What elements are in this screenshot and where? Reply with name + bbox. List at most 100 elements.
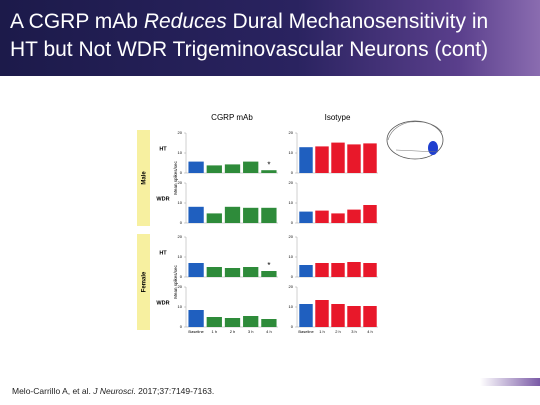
bar xyxy=(224,318,241,327)
bar xyxy=(299,211,313,223)
citation-text: Melo-Carrillo A, et al. xyxy=(12,386,94,396)
bar xyxy=(188,310,204,327)
bar xyxy=(331,142,345,173)
bar xyxy=(224,268,241,277)
y-tick-label: 0 xyxy=(291,170,294,175)
bar xyxy=(243,316,259,327)
bar xyxy=(315,300,329,327)
x-tick-label: Baseline xyxy=(298,329,314,334)
y-tick-label: 0 xyxy=(180,220,183,225)
annotation: * xyxy=(267,160,270,169)
bar xyxy=(363,263,377,277)
x-tick-label: 4 h xyxy=(266,329,272,334)
y-tick-label: 10 xyxy=(178,200,183,205)
bar xyxy=(206,267,222,277)
row-label: WDR xyxy=(156,196,169,202)
bar xyxy=(261,170,277,173)
group-band xyxy=(137,130,150,226)
bar xyxy=(261,207,277,223)
bar xyxy=(261,319,277,327)
y-tick-label: 10 xyxy=(178,254,183,259)
bar xyxy=(315,146,329,173)
y-tick-label: 20 xyxy=(178,130,183,135)
y-tick-label: 10 xyxy=(289,200,294,205)
bar xyxy=(243,267,259,277)
bar xyxy=(243,207,259,223)
bar xyxy=(188,206,204,223)
group-label: Female xyxy=(142,271,148,292)
bar xyxy=(347,306,361,327)
bar xyxy=(188,263,204,277)
annotation: * xyxy=(267,261,270,270)
x-tick-label: Baseline xyxy=(188,329,204,334)
x-tick-label: 4 h xyxy=(367,329,373,334)
x-tick-label: 2 h xyxy=(230,329,236,334)
x-tick-label: 3 h xyxy=(351,329,357,334)
title-text: Dural Mechanosensitivity in xyxy=(226,10,489,33)
bar xyxy=(363,143,377,173)
column-title: Isotype xyxy=(325,113,351,122)
y-tick-label: 0 xyxy=(291,220,294,225)
y-tick-label: 10 xyxy=(178,150,183,155)
row-label: HT xyxy=(159,250,167,256)
bar xyxy=(243,161,259,173)
bar xyxy=(363,306,377,327)
y-tick-label: 10 xyxy=(289,254,294,259)
y-tick-label: 20 xyxy=(178,234,183,239)
bar xyxy=(224,164,241,173)
y-tick-label: 0 xyxy=(180,170,183,175)
group-label: Male xyxy=(142,171,148,185)
bar xyxy=(206,165,222,173)
title-text: A CGRP mAb xyxy=(10,10,144,33)
x-tick-label: 3 h xyxy=(248,329,254,334)
y-axis-label: Mean spikes/sec xyxy=(173,264,178,298)
y-tick-label: 10 xyxy=(289,304,294,309)
y-tick-label: 20 xyxy=(178,284,183,289)
bar xyxy=(299,147,313,173)
y-axis-label: Mean spikes/sec xyxy=(173,160,178,194)
citation-text: . 2017;37:7149-7163. xyxy=(133,386,215,396)
bar xyxy=(331,263,345,277)
row-label: HT xyxy=(159,146,167,152)
x-tick-label: 1 h xyxy=(319,329,325,334)
header-band xyxy=(0,0,540,76)
bar xyxy=(363,205,377,223)
y-tick-label: 20 xyxy=(178,180,183,185)
bar xyxy=(261,271,277,277)
citation-text: J Neurosci xyxy=(93,386,134,396)
bar xyxy=(331,304,345,327)
brain-diagram xyxy=(386,120,444,160)
x-tick-label: 2 h xyxy=(335,329,341,334)
title-line: A CGRP mAb Reduces Dural Mechanosensitiv… xyxy=(10,10,488,34)
decor-strip xyxy=(480,378,540,386)
row-label: WDR xyxy=(156,300,169,306)
group-band xyxy=(137,234,150,330)
y-tick-label: 0 xyxy=(180,274,183,279)
title-line: HT but Not WDR Trigeminovascular Neurons… xyxy=(10,38,489,61)
x-tick-label: 1 h xyxy=(212,329,218,334)
bar xyxy=(315,210,329,223)
y-tick-label: 0 xyxy=(180,324,183,329)
bar xyxy=(188,161,204,173)
bar xyxy=(224,206,241,223)
citation: Melo-Carrillo A, et al. J Neurosci. 2017… xyxy=(12,386,214,396)
bar xyxy=(347,144,361,173)
bar xyxy=(299,304,313,327)
column-title: CGRP mAb xyxy=(211,113,253,122)
y-tick-label: 0 xyxy=(291,324,294,329)
y-tick-label: 20 xyxy=(289,234,294,239)
bar xyxy=(299,265,313,277)
y-tick-label: 20 xyxy=(289,180,294,185)
bar xyxy=(331,213,345,223)
bar xyxy=(315,263,329,277)
y-tick-label: 20 xyxy=(289,284,294,289)
y-tick-label: 10 xyxy=(289,150,294,155)
y-tick-label: 10 xyxy=(178,304,183,309)
y-tick-label: 20 xyxy=(289,130,294,135)
bar xyxy=(347,209,361,223)
bar xyxy=(347,262,361,277)
bar xyxy=(206,317,222,327)
title-text: Reduces xyxy=(143,10,227,33)
